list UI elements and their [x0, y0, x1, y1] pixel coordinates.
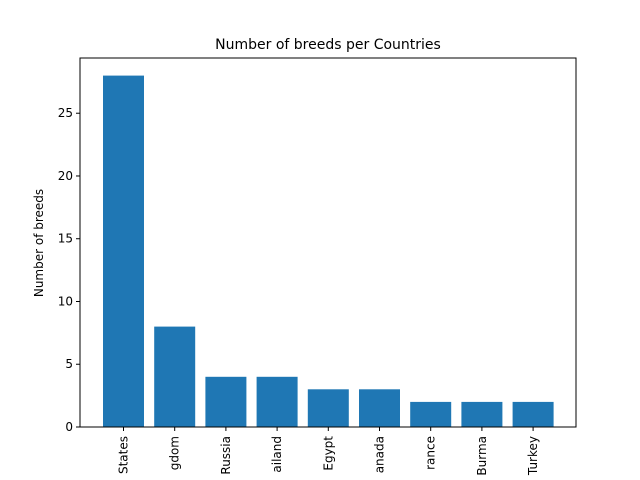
x-tick-label: Burma — [475, 436, 489, 476]
x-tick-label: gdom — [168, 436, 182, 470]
bar-ailand — [256, 376, 298, 427]
x-tick-label: Egypt — [321, 436, 335, 471]
bars-group — [103, 75, 554, 427]
x-tick-label: anada — [373, 436, 387, 473]
y-tick-label: 5 — [65, 357, 73, 371]
y-tick-label: 25 — [58, 106, 73, 120]
y-tick-label: 10 — [58, 294, 73, 308]
y-tick-label: 20 — [58, 169, 73, 183]
bar-gdom — [154, 326, 196, 427]
x-tick-label: rance — [424, 436, 438, 470]
bar-egypt — [307, 389, 349, 427]
x-tick-label: ailand — [270, 436, 284, 473]
bar-turkey — [512, 401, 554, 427]
bar-rance — [410, 401, 452, 427]
chart-title: Number of breeds per Countries — [215, 37, 441, 53]
bar-states — [103, 75, 144, 427]
plot-frame — [79, 57, 577, 428]
x-tick-label: States — [117, 436, 131, 474]
bar-anada — [359, 389, 400, 427]
y-axis: 0 5 10 15 20 25 — [58, 106, 80, 434]
bar-russia — [205, 376, 247, 427]
y-axis-label: Number of breeds — [32, 189, 46, 297]
x-axis: States gdom Russia ailand Egypt anada rance Bur… — [117, 427, 540, 476]
x-tick-label: Turkey — [526, 436, 540, 476]
y-tick-label: 15 — [58, 232, 73, 246]
bar-burma — [461, 401, 503, 427]
x-tick-label: Russia — [219, 436, 233, 475]
y-tick-label: 0 — [65, 420, 73, 434]
